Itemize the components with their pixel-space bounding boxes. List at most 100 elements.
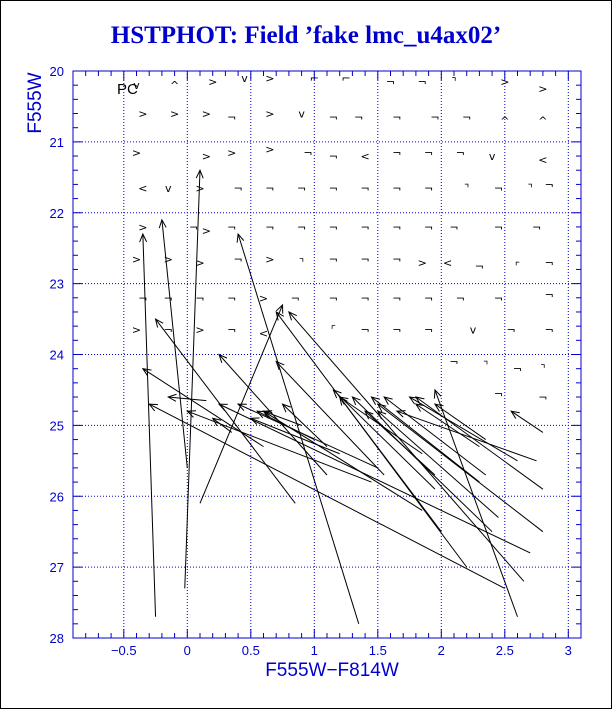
data-marker: ¬ (329, 111, 338, 124)
arrow-head (139, 232, 148, 243)
data-marker: > (202, 224, 211, 237)
data-marker: ¬ (329, 150, 338, 163)
error-vector-shaft (218, 403, 531, 554)
data-marker: ¬ (164, 324, 173, 337)
error-vector (383, 396, 487, 476)
arrow-head (383, 396, 393, 405)
x-tick-label: 3 (565, 643, 572, 658)
arrow-head (217, 403, 228, 412)
data-marker: ¬ (360, 182, 369, 195)
error-vector (414, 396, 544, 490)
data-marker: ¬ (424, 324, 433, 337)
error-vector (256, 410, 315, 440)
grid-lines (73, 71, 581, 638)
error-vector (288, 311, 525, 582)
arrow-head (211, 417, 222, 427)
error-vector (139, 232, 157, 617)
data-marker: ¬ (430, 111, 439, 124)
arrow-head (154, 318, 164, 328)
error-vector-shaft (434, 389, 518, 617)
error-vector-shaft (148, 403, 506, 589)
data-marker: v (165, 182, 172, 195)
panel-label: PC (117, 81, 138, 98)
data-marker: > (227, 147, 236, 160)
data-marker: ¬ (513, 363, 522, 376)
x-tick-label: 0.5 (242, 643, 260, 658)
data-marker: > (170, 108, 179, 121)
arrow-head (376, 403, 387, 413)
axis-ticks: −0.5 0 0.5 1 1.5 2 2.5 3 20 21 22 23 24 25 26 27 28 (50, 64, 581, 658)
data-marker: > (265, 143, 274, 156)
data-marker: ¬ (392, 253, 401, 266)
y-axis-label: F555W (25, 72, 46, 133)
data-marker: > (259, 292, 268, 305)
data-marker: > (208, 76, 217, 89)
data-marker: ¬ (494, 221, 503, 234)
data-marker: ^ (500, 115, 509, 128)
y-tick-label: 25 (50, 418, 64, 433)
data-marker: < (259, 327, 268, 340)
error-vector-shaft (371, 396, 480, 483)
error-vector (275, 310, 468, 568)
x-tick-label: 1 (311, 643, 318, 658)
data-marker: ¬ (233, 253, 242, 266)
arrow-head (338, 396, 349, 405)
plot-area-border (72, 70, 582, 639)
data-marker: ¬ (354, 111, 363, 124)
error-vector (154, 318, 296, 504)
data-marker: ¬ (189, 221, 198, 234)
data-marker: ¬ (424, 147, 433, 160)
error-vector (217, 403, 531, 554)
error-vector (141, 367, 264, 448)
data-marker: ¬ (227, 221, 236, 234)
error-vector-shaft (212, 417, 233, 433)
y-tick-label: 20 (50, 64, 64, 79)
error-vector (332, 389, 436, 490)
data-marker: > (195, 256, 204, 269)
arrow-head (275, 303, 284, 314)
data-marker: ⌐ (310, 72, 319, 85)
data-marker: ¬ (392, 292, 401, 305)
error-vector-shaft (142, 368, 264, 448)
arrow-head (370, 396, 381, 405)
y-tick-label: 28 (50, 631, 64, 646)
data-marker: ⌐ (341, 72, 350, 85)
data-marker: ¬ (449, 221, 458, 234)
data-marker: ¬ (456, 292, 465, 305)
arrow-head (433, 388, 442, 399)
error-vector (281, 403, 328, 447)
data-marker: ⌝ (464, 182, 469, 195)
data-marker: ¬ (424, 292, 433, 305)
error-vector (211, 417, 233, 433)
error-vector (408, 396, 518, 462)
data-marker: ¬ (164, 292, 173, 305)
data-marker: ¬ (392, 182, 401, 195)
data-marker: ¬ (418, 76, 427, 89)
data-marker: ^ (170, 79, 179, 92)
data-marker: ¬ (545, 178, 554, 191)
arrow-head (275, 310, 285, 321)
data-marker: > (195, 182, 204, 195)
error-vector (370, 396, 480, 483)
error-vector (338, 396, 423, 455)
data-marker: ⌝ (299, 256, 304, 269)
data-marker: < (443, 256, 452, 269)
error-vector-shaft (256, 410, 315, 440)
arrow-head (249, 417, 260, 425)
data-marker: ¬ (424, 221, 433, 234)
data-marker: ¬ (360, 253, 369, 266)
data-marker: v (470, 324, 477, 337)
data-marker: ¬ (329, 253, 338, 266)
data-marker: ¬ (494, 182, 503, 195)
data-marker: ¬ (545, 256, 554, 269)
data-marker: ⌝ (451, 76, 456, 89)
data-marker: > (138, 221, 147, 234)
data-marker: ¬ (265, 182, 274, 195)
data-marker: ⌝ (528, 182, 533, 195)
error-vector (510, 410, 544, 433)
data-marker: > (202, 150, 211, 163)
error-vector-shaft (187, 410, 372, 483)
data-marker: > (164, 253, 173, 266)
data-marker: ¬ (462, 111, 471, 124)
data-marker: ¬ (138, 292, 147, 305)
